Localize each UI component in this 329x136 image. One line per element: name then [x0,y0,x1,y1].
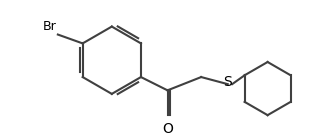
Text: O: O [162,122,173,136]
Text: S: S [223,75,232,89]
Text: Br: Br [42,20,56,33]
